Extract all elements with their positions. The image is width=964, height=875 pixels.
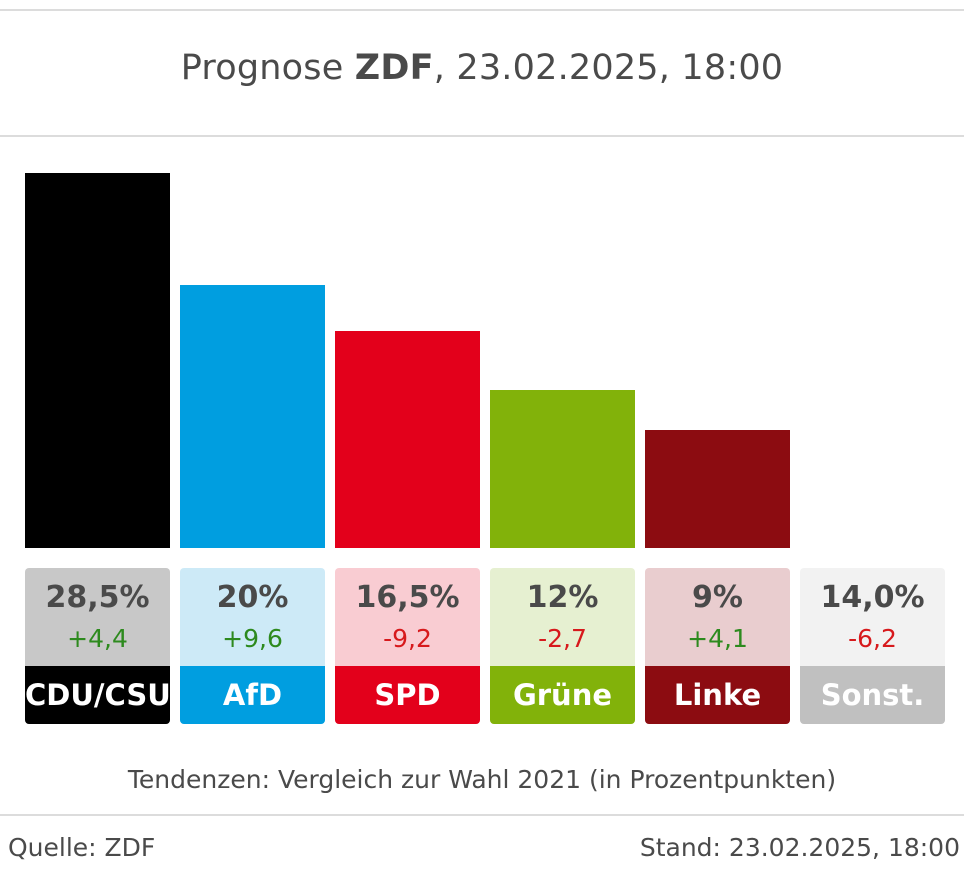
change-label: -2,7: [538, 624, 587, 653]
result-card-linke: 9% +4,1 Linke: [645, 568, 790, 724]
value-label: 14,0%: [820, 580, 925, 615]
bar-spd: [335, 330, 480, 548]
bar-afd: [180, 284, 325, 548]
value-label: 16,5%: [355, 580, 460, 615]
status-label: Stand: 23.02.2025, 18:00: [639, 833, 960, 862]
party-label: Sonst.: [800, 666, 945, 724]
result-card-afd: 20% +9,6 AfD: [180, 568, 325, 724]
title-broadcaster: ZDF: [354, 48, 434, 88]
source-label: Quelle: ZDF: [8, 833, 156, 862]
party-label: CDU/CSU: [25, 666, 170, 724]
party-label: Grüne: [490, 666, 635, 724]
change-label: +4,4: [67, 624, 128, 653]
top-rule: [0, 9, 964, 11]
title-suffix: , 23.02.2025, 18:00: [433, 48, 784, 88]
title-rule: [0, 135, 964, 137]
chart-title: Prognose ZDF, 23.02.2025, 18:00: [0, 48, 964, 88]
result-card-cdu-csu: 28,5% +4,4 CDU/CSU: [25, 568, 170, 724]
result-card-spd: 16,5% -9,2 SPD: [335, 568, 480, 724]
bar-linke: [645, 429, 790, 548]
change-label: +9,6: [222, 624, 283, 653]
party-label: SPD: [335, 666, 480, 724]
party-label: Linke: [645, 666, 790, 724]
title-prefix: Prognose: [180, 48, 355, 88]
trend-note: Tendenzen: Vergleich zur Wahl 2021 (in P…: [127, 765, 837, 794]
result-card-sonst: 14,0% -6,2 Sonst.: [800, 568, 945, 724]
bar-gr-ne: [490, 390, 635, 548]
change-label: +4,1: [687, 624, 748, 653]
result-card-gr-ne: 12% -2,7 Grüne: [490, 568, 635, 724]
value-label: 9%: [692, 580, 743, 615]
bar-cdu-csu: [25, 173, 170, 548]
value-label: 20%: [216, 580, 289, 615]
party-label: AfD: [180, 666, 325, 724]
value-label: 12%: [526, 580, 599, 615]
footer-rule: [0, 814, 964, 816]
value-label: 28,5%: [45, 580, 150, 615]
change-label: -6,2: [848, 624, 897, 653]
change-label: -9,2: [383, 624, 432, 653]
